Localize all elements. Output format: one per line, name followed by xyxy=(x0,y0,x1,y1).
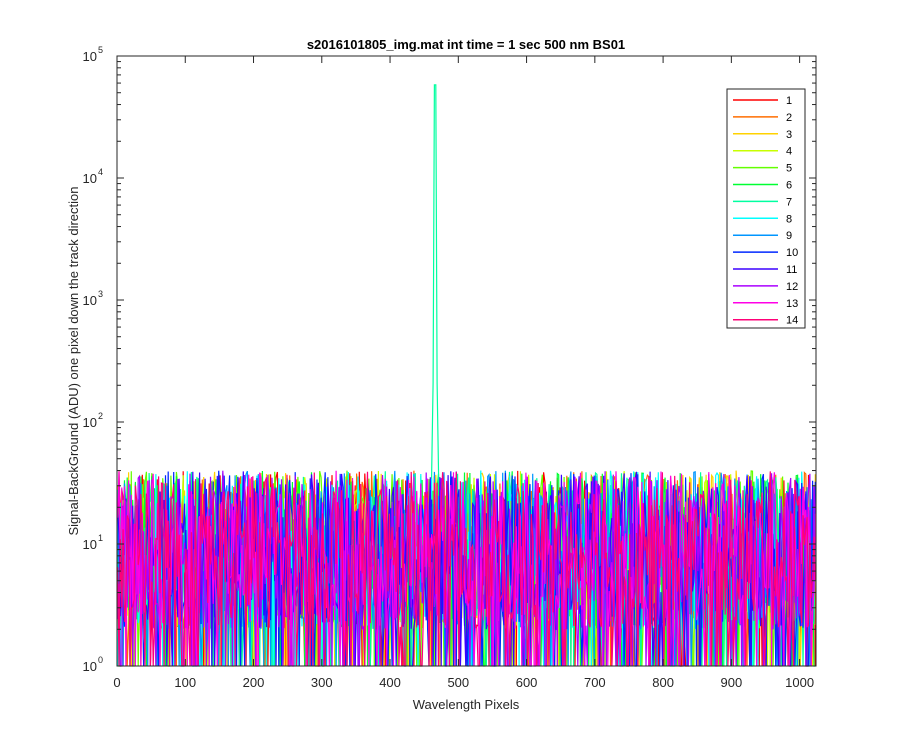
legend-label-11: 11 xyxy=(786,264,797,276)
legend-label-10: 10 xyxy=(786,247,798,259)
x-tick-label: 1000 xyxy=(785,675,814,690)
series-layer xyxy=(117,84,816,667)
legend-label-8: 8 xyxy=(786,213,792,225)
y-tick-label: 10 xyxy=(83,537,97,552)
legend-label-5: 5 xyxy=(786,163,792,175)
legend-label-3: 3 xyxy=(786,129,792,141)
legend-label-2: 2 xyxy=(786,112,792,124)
y-tick-label: 10 xyxy=(83,415,97,430)
legend-label-12: 12 xyxy=(786,281,798,293)
y-tick-exponent: 5 xyxy=(98,45,103,55)
series-line-12 xyxy=(117,470,816,667)
chart-title: s2016101805_img.mat int time = 1 sec 500… xyxy=(307,37,625,52)
x-tick-label: 900 xyxy=(721,675,743,690)
x-axis-label: Wavelength Pixels xyxy=(413,697,520,712)
x-tick-label: 200 xyxy=(243,675,265,690)
legend-label-6: 6 xyxy=(786,180,792,192)
series-line-13 xyxy=(117,470,816,667)
y-tick-exponent: 1 xyxy=(98,533,103,543)
x-tick-label: 300 xyxy=(311,675,333,690)
y-tick-exponent: 4 xyxy=(98,167,103,177)
y-tick-exponent: 3 xyxy=(98,289,103,299)
y-tick-exponent: 2 xyxy=(98,411,103,421)
x-tick-label: 100 xyxy=(174,675,196,690)
series-line-14 xyxy=(117,471,816,667)
x-axis-ticks: 0 100 200 300 400 500 600 700 800 900 1000 xyxy=(113,56,814,690)
legend-label-13: 13 xyxy=(786,298,798,310)
x-tick-label: 800 xyxy=(652,675,674,690)
y-tick-label: 10 xyxy=(83,293,97,308)
axes-box xyxy=(116,55,817,667)
legend-label-4: 4 xyxy=(786,146,792,158)
legend-label-14: 14 xyxy=(786,315,798,327)
x-tick-label: 600 xyxy=(516,675,538,690)
y-axis-label: Signal-BackGround (ADU) one pixel down t… xyxy=(66,186,81,535)
legend-label-7: 7 xyxy=(786,196,792,208)
x-tick-label: 500 xyxy=(447,675,469,690)
y-tick-label: 10 xyxy=(83,659,97,674)
x-tick-label: 0 xyxy=(113,675,120,690)
legend-box xyxy=(726,88,806,329)
x-tick-label: 400 xyxy=(379,675,401,690)
y-tick-label: 10 xyxy=(83,171,97,186)
y-tick-label: 10 xyxy=(83,49,97,64)
y-tick-exponent: 0 xyxy=(98,655,103,665)
x-tick-label: 700 xyxy=(584,675,606,690)
legend-label-9: 9 xyxy=(786,230,792,242)
legend-label-1: 1 xyxy=(786,95,792,107)
